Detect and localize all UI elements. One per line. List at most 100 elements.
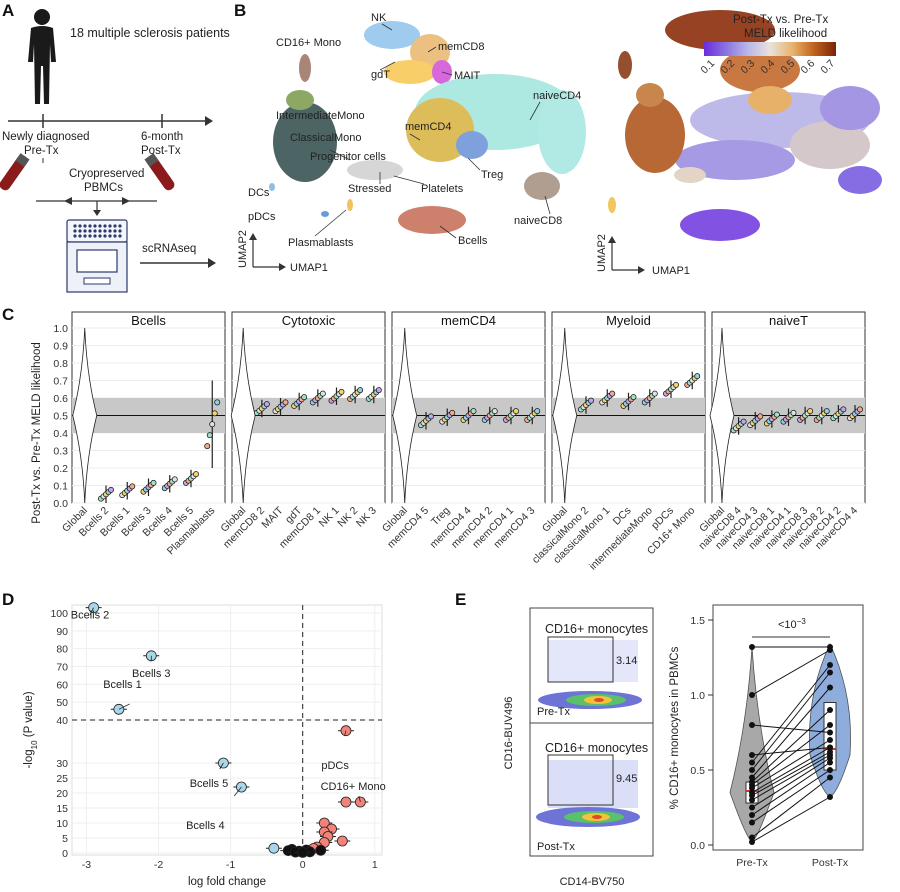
violin-global: [392, 327, 418, 504]
e-y-tick: 0.0: [690, 840, 705, 852]
cluster-point: [193, 471, 199, 478]
cluster-label: gdT: [371, 69, 390, 81]
d-y-tick: 0: [62, 848, 68, 860]
umap-clusters: [269, 21, 586, 234]
legend-tick: 0.1: [698, 57, 717, 76]
umap-x-label: UMAP1: [290, 262, 328, 274]
pre-point: [749, 839, 755, 845]
violin-global: [709, 327, 735, 504]
e-y-tick: 0.5: [690, 765, 705, 777]
d-y-label: -log10 (P value): [23, 691, 39, 768]
e-x-tick: Post-Tx: [812, 857, 849, 869]
paired-line: [751, 724, 831, 786]
panel-e: E CD16+ monocytes 3.14 Pre-Tx CD16+ mono…: [455, 590, 864, 888]
pre-point: [749, 789, 755, 796]
pre-point: [749, 819, 755, 826]
cluster-point: [651, 390, 658, 397]
c-y-tick: 0.9: [53, 341, 68, 353]
c-y-tick: 0.4: [53, 428, 68, 440]
flow-y-label: CD16-BUV496: [503, 697, 515, 770]
umap-x-label: UMAP1: [652, 265, 690, 277]
cluster-point: [449, 409, 456, 416]
panel-d-letter: D: [2, 590, 14, 609]
cluster-point: [428, 413, 434, 420]
cluster-point: [513, 408, 519, 415]
d-x-label: log fold change: [188, 876, 266, 888]
d-x-tick: -1: [226, 859, 235, 871]
volcano-point: [340, 796, 352, 808]
cluster-point: [206, 432, 213, 439]
d-x-tick: 1: [372, 859, 378, 871]
cluster-point: [129, 483, 136, 490]
post-point: [827, 684, 833, 691]
cluster-point: [204, 443, 211, 450]
c-y-label: Post-Tx vs. Pre-Tx MELD likelihood: [31, 342, 43, 524]
pre-point: [749, 804, 755, 811]
facet-title: Cytotoxic: [282, 313, 336, 328]
cluster-point: [150, 479, 157, 486]
cluster-label: MAIT: [454, 70, 481, 82]
panel-a-letter: A: [2, 1, 14, 20]
d-y-tick: 50: [56, 697, 68, 709]
cohort-text: 18 multiple sclerosis patients: [70, 26, 230, 40]
cluster-label: memCD4: [405, 121, 451, 133]
d-y-tick: 25: [56, 773, 68, 785]
flow-plot-post: CD16+ monocytes 9.45 Post-Tx: [529, 722, 654, 857]
cluster-point: [757, 413, 764, 420]
cluster-point: [214, 399, 221, 406]
violin-global: [230, 327, 256, 504]
meld-umap: [608, 10, 882, 241]
cluster-point: [209, 421, 216, 428]
pre-point: [749, 722, 755, 728]
cluster-label: NK: [371, 12, 387, 24]
panel-c: C Post-Tx vs. Pre-Tx MELD likelihood 0.0…: [2, 305, 866, 573]
volcano-point: [297, 847, 309, 858]
panel-b-letter: B: [234, 1, 246, 20]
c-y-tick: 0.8: [53, 358, 68, 370]
cluster-point: [694, 373, 701, 380]
cluster-label: naiveCD8: [514, 215, 562, 227]
d-x-tick: 0: [300, 859, 306, 871]
post-point: [827, 707, 833, 713]
facet-title: Bcells: [131, 313, 166, 328]
d-y-tick: 70: [56, 662, 68, 674]
cluster-point: [790, 409, 797, 416]
panel-a: A 18 multiple sclerosis patients Newly d…: [0, 1, 230, 293]
d-y-tick: 15: [56, 803, 68, 815]
panel-b: B NK memCD8 CD16+ Mono gdT: [234, 1, 882, 277]
paired-line: [751, 724, 831, 733]
tube-icon: [144, 153, 175, 191]
d-y-tick: 80: [56, 644, 68, 656]
volcano-label: Bcells 2: [71, 609, 110, 621]
cryo-line2: PBMCs: [84, 182, 123, 194]
panel-c-letter: C: [2, 305, 14, 324]
paired-line: [751, 762, 831, 816]
post-point: [827, 722, 833, 728]
pre-point: [749, 797, 755, 803]
cluster-point: [534, 408, 541, 415]
gate-label-pre: CD16+ monocytes: [545, 622, 648, 636]
cluster-label: Stressed: [348, 183, 391, 195]
violin-global: [72, 327, 98, 504]
cluster-point: [673, 381, 679, 388]
method-text: scRNAseq: [142, 243, 196, 255]
cluster-point: [840, 406, 847, 413]
volcano-label: Bcells 1: [103, 679, 142, 691]
sequencer-icon: [66, 219, 128, 293]
post-point: [827, 767, 833, 773]
c-y-tick: 0.0: [53, 498, 68, 510]
cluster-label: naiveCD4: [533, 90, 581, 102]
c-y-tick: 0.6: [53, 393, 68, 405]
legend-tick: 0.6: [798, 57, 817, 76]
gate-value-pre: 3.14: [616, 655, 637, 667]
legend-title-1: Post-Tx vs. Pre-Tx: [733, 14, 828, 26]
post-point: [827, 662, 833, 668]
cluster-label: Plasmablasts: [288, 237, 354, 249]
timepoint-1-line2: Post-Tx: [141, 145, 181, 157]
pre-point: [749, 752, 755, 758]
paired-line: [751, 747, 831, 756]
